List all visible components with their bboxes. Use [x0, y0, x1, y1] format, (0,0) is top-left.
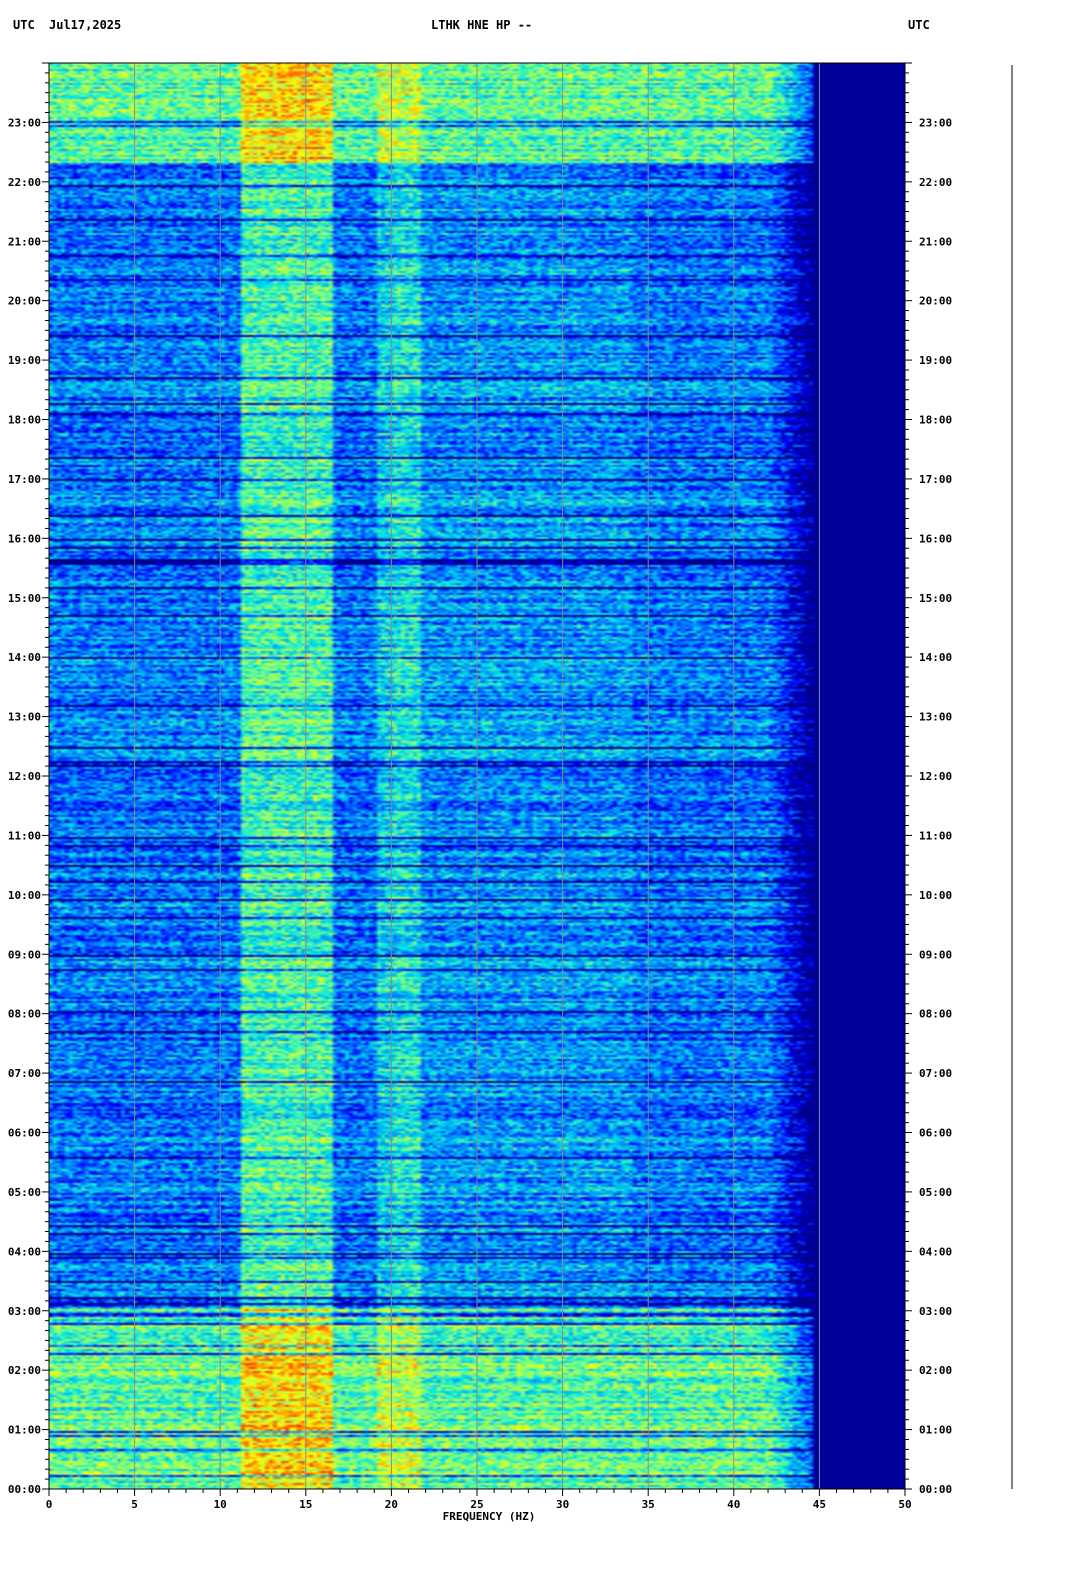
- y-tick-label-right: 17:00: [919, 473, 952, 486]
- y-tick-label-left: 03:00: [8, 1305, 41, 1318]
- y-tick-label-right: 06:00: [919, 1127, 952, 1140]
- y-tick-label-left: 00:00: [8, 1483, 41, 1496]
- y-tick-label-left: 05:00: [8, 1186, 41, 1199]
- x-tick-label: 25: [470, 1498, 483, 1511]
- y-tick-label-left: 06:00: [8, 1127, 41, 1140]
- y-axis-right: 00:00 01:00 02:00 03:00 04:00 05:00 06:00 07:00…: [905, 62, 952, 1496]
- y-tick-label-right: 22:00: [919, 176, 952, 189]
- y-tick-label-left: 07:00: [8, 1067, 41, 1080]
- y-tick-label-left: 23:00: [8, 116, 41, 129]
- y-tick-label-right: 20:00: [919, 295, 952, 308]
- y-tick-label-left: 18:00: [8, 414, 41, 427]
- y-tick-label-left: 01:00: [8, 1424, 41, 1437]
- y-tick-label-right: 00:00: [919, 1483, 952, 1496]
- y-tick-label-left: 11:00: [8, 829, 41, 842]
- y-axis-left: 00:00 01:00 02:00 03:00 04:00 05:00 06:00 07:00…: [8, 62, 49, 1496]
- y-tick-label-right: 15:00: [919, 592, 952, 605]
- y-tick-label-right: 16:00: [919, 532, 952, 545]
- y-tick-label-right: 03:00: [919, 1305, 952, 1318]
- y-tick-label-right: 19:00: [919, 354, 952, 367]
- x-tick-label: 10: [214, 1498, 227, 1511]
- y-tick-label-right: 02:00: [919, 1364, 952, 1377]
- station-title: LTHK HNE HP --: [431, 18, 533, 32]
- y-tick-label-right: 04:00: [919, 1245, 952, 1258]
- x-tick-label: 20: [385, 1498, 398, 1511]
- y-tick-label-left: 12:00: [8, 770, 41, 783]
- y-tick-label-right: 10:00: [919, 889, 952, 902]
- y-tick-label-left: 17:00: [8, 473, 41, 486]
- y-tick-label-right: 09:00: [919, 948, 952, 961]
- y-tick-label-left: 04:00: [8, 1245, 41, 1258]
- x-tick-label: 50: [898, 1498, 911, 1511]
- y-tick-label-right: 01:00: [919, 1424, 952, 1437]
- y-tick-label-right: 21:00: [919, 235, 952, 248]
- x-tick-label: 45: [813, 1498, 826, 1511]
- right-timezone-label: UTC: [908, 18, 930, 32]
- x-tick-label: 5: [131, 1498, 138, 1511]
- y-tick-label-left: 09:00: [8, 948, 41, 961]
- x-tick-label: 15: [299, 1498, 312, 1511]
- y-tick-label-right: 05:00: [919, 1186, 952, 1199]
- x-axis: 0 5 10 15 20 25 30 35 40 45 50: [46, 1489, 912, 1511]
- y-tick-label-left: 02:00: [8, 1364, 41, 1377]
- date-label: Jul17,2025: [49, 18, 122, 32]
- y-tick-label-left: 15:00: [8, 592, 41, 605]
- y-tick-label-right: 11:00: [919, 829, 952, 842]
- y-tick-label-left: 16:00: [8, 532, 41, 545]
- x-tick-label: 0: [46, 1498, 53, 1511]
- y-tick-label-left: 14:00: [8, 651, 41, 664]
- x-tick-label: 30: [556, 1498, 569, 1511]
- y-tick-label-left: 08:00: [8, 1008, 41, 1021]
- y-tick-label-right: 12:00: [919, 770, 952, 783]
- y-tick-label-right: 13:00: [919, 711, 952, 724]
- y-tick-label-right: 07:00: [919, 1067, 952, 1080]
- y-tick-label-left: 19:00: [8, 354, 41, 367]
- x-tick-label: 40: [727, 1498, 740, 1511]
- y-tick-label-left: 13:00: [8, 711, 41, 724]
- y-tick-label-left: 22:00: [8, 176, 41, 189]
- y-tick-label-left: 21:00: [8, 235, 41, 248]
- frequency-gridlines: [134, 63, 820, 1489]
- y-tick-label-right: 23:00: [919, 116, 952, 129]
- y-tick-label-right: 18:00: [919, 414, 952, 427]
- x-axis-title: FREQUENCY (HZ): [443, 1510, 536, 1523]
- left-timezone-label: UTC: [13, 18, 35, 32]
- y-tick-label-right: 14:00: [919, 651, 952, 664]
- y-tick-label-left: 10:00: [8, 889, 41, 902]
- x-tick-label: 35: [642, 1498, 655, 1511]
- y-tick-label-right: 08:00: [919, 1008, 952, 1021]
- y-tick-label-left: 20:00: [8, 295, 41, 308]
